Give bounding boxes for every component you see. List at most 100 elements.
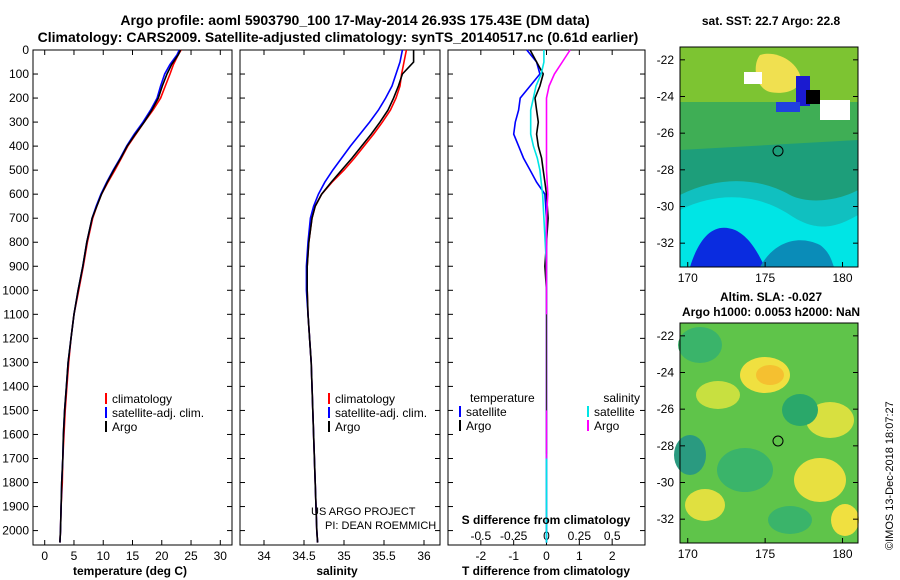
sst-map-title: sat. SST: 22.7 Argo: 22.8	[702, 14, 841, 28]
depth-tick-label: 0	[22, 43, 29, 57]
map-ytick-label: -24	[657, 90, 675, 104]
depth-tick-label: 1600	[2, 427, 29, 441]
sal-xtick-label: 35.5	[372, 549, 396, 563]
map-xtick-label: 180	[833, 271, 853, 285]
s-diff-tick-label: 0.25	[568, 529, 592, 543]
sal-xtick-label: 35	[337, 549, 351, 563]
legend-label: satellite-adj. clim.	[112, 406, 204, 420]
sal-xtick-label: 36	[417, 549, 431, 563]
salinity-axis-label: salinity	[316, 564, 358, 578]
depth-tick-label: 1900	[2, 500, 29, 514]
map-ytick-label: -32	[657, 236, 675, 250]
legend-label: satellite	[466, 405, 507, 419]
sal-series-satellite-adj-clim-	[305, 49, 404, 543]
legend-title-salinity: salinity	[603, 391, 640, 405]
depth-tick-label: 1300	[2, 355, 29, 369]
map-xtick-label: 180	[833, 547, 853, 561]
depth-tick-label: 400	[9, 139, 29, 153]
depth-tick-label: 100	[9, 67, 29, 81]
credit-line1: US ARGO PROJECT	[311, 506, 416, 518]
map-ytick-label: -26	[657, 402, 675, 416]
sal-xtick-label: 34.5	[292, 549, 316, 563]
depth-tick-label: 1500	[2, 403, 29, 417]
map-ytick-label: -26	[657, 126, 675, 140]
legend-label: Argo	[466, 419, 492, 433]
legend-swatch	[328, 421, 330, 432]
map-xtick-label: 170	[678, 271, 698, 285]
legend-label: satellite	[594, 405, 635, 419]
temp-xtick-label: 10	[97, 549, 111, 563]
depth-tick-label: 500	[9, 163, 29, 177]
temp-xtick-label: 0	[41, 549, 48, 563]
legend-swatch	[328, 407, 330, 418]
s-diff-tick-label: 0.5	[604, 529, 621, 543]
map-ytick-label: -28	[657, 439, 675, 453]
depth-tick-label: 2000	[2, 524, 29, 538]
sst-map-axes: 170 175 180 -22 -24 -26 -28 -30 -32	[657, 53, 858, 285]
diff-xtick-label: -2	[475, 549, 486, 563]
sla-map	[674, 322, 859, 544]
depth-tick-label: 800	[9, 235, 29, 249]
map-ytick-label: -32	[657, 512, 675, 526]
legend-swatch	[105, 421, 107, 432]
diff-xtick-label: 1	[576, 549, 583, 563]
depth-tick-label: 1000	[2, 283, 29, 297]
legend-label: Argo	[335, 420, 361, 434]
sla-map-title-line2: Argo h1000: 0.0053 h2000: NaN	[682, 305, 860, 319]
figure-title-line2: Climatology: CARS2009. Satellite-adjuste…	[38, 29, 639, 45]
sal-series-argo	[306, 50, 415, 543]
map-ytick-label: -22	[657, 53, 675, 67]
temp-series-argo	[59, 49, 182, 543]
legend-swatch	[587, 420, 589, 431]
legend-label: climatology	[335, 392, 395, 406]
temperature-axis-label: temperature (deg C)	[73, 564, 187, 578]
depth-tick-label: 1700	[2, 451, 29, 465]
legend-label: Argo	[112, 420, 138, 434]
temp-xtick-label: 5	[71, 549, 78, 563]
legend-label: satellite-adj. clim.	[335, 406, 427, 420]
legend-swatch	[459, 406, 461, 417]
temp-xtick-label: 25	[184, 549, 198, 563]
map-xtick-label: 175	[755, 547, 775, 561]
map-ytick-label: -30	[657, 200, 675, 214]
diff-series-s-argo	[545, 49, 571, 459]
legend-swatch	[587, 406, 589, 417]
diff-xtick-label: 2	[609, 549, 616, 563]
diff-xtick-label: -1	[508, 549, 519, 563]
temperature-panel: 0100200300400500600700800900100011001200…	[2, 43, 233, 563]
depth-tick-label: 300	[9, 115, 29, 129]
legend-swatch	[105, 407, 107, 418]
map-xtick-label: 175	[755, 271, 775, 285]
map-ytick-label: -24	[657, 366, 675, 380]
legend-swatch	[459, 420, 461, 431]
imos-stamp: ©IMOS 13-Dec-2018 18:07:27	[884, 401, 896, 550]
depth-tick-label: 1100	[3, 307, 29, 321]
map-ytick-label: -22	[657, 329, 675, 343]
figure-title-line1: Argo profile: aoml 5903790_100 17-May-20…	[120, 12, 589, 28]
sla-map-title-line1: Altim. SLA: -0.027	[720, 290, 822, 304]
sal-xtick-label: 34	[257, 549, 271, 563]
depth-tick-label: 700	[9, 211, 29, 225]
map-xtick-label: 170	[678, 547, 698, 561]
temp-series-climatology	[59, 49, 182, 543]
map-ytick-label: -28	[657, 163, 675, 177]
legend-title-temperature: temperature	[470, 391, 535, 405]
depth-tick-label: 200	[9, 91, 29, 105]
s-diff-tick-label: -0.25	[500, 529, 528, 543]
s-diff-tick-label: -0.5	[470, 529, 491, 543]
sal-series-climatology	[306, 49, 408, 543]
legend-label: Argo	[594, 419, 620, 433]
credit-line2: PI: DEAN ROEMMICH	[325, 520, 436, 532]
depth-tick-label: 900	[9, 259, 29, 273]
legend-swatch	[105, 393, 107, 404]
temp-xtick-label: 20	[155, 549, 169, 563]
sla-map-axes: 170 175 180 -22 -24 -26 -28 -30 -32	[657, 329, 858, 561]
salinity-panel: 34 34.5 35 35.5 36 climatologysatellite-adj. …	[239, 49, 441, 563]
depth-tick-label: 600	[9, 187, 29, 201]
legend-label: climatology	[112, 392, 172, 406]
sst-map	[679, 46, 859, 268]
t-difference-axis-label: T difference from climatology	[462, 564, 630, 578]
depth-tick-label: 1200	[2, 331, 29, 345]
